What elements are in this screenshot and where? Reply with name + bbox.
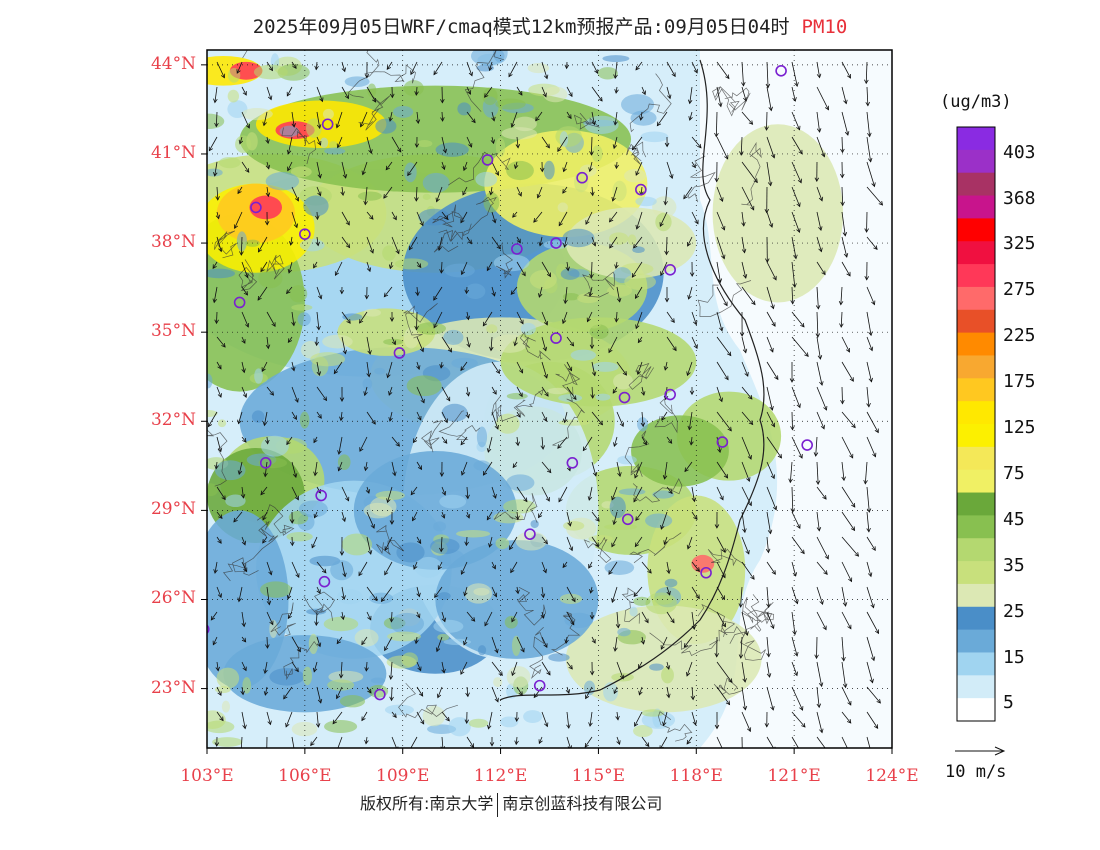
station-marker-icon: [250, 201, 262, 214]
lon-tick-label: 109°E: [376, 766, 430, 786]
lon-tick-label: 106°E: [278, 766, 332, 786]
station-marker-icon: [621, 513, 634, 526]
colorbar-swatch: [957, 401, 995, 425]
colorbar-swatch: [957, 538, 995, 562]
colorbar-swatch: [957, 286, 995, 311]
map-frame: [206, 49, 893, 749]
lat-tick-label: 35°N: [150, 321, 196, 342]
colorbar-swatch: [957, 561, 995, 585]
pm10-field: [207, 50, 892, 748]
colorbar-swatch: [957, 492, 995, 516]
copyright-footer: 版权所有:南京大学 南京创蓝科技有限公司: [360, 790, 662, 817]
station-marker-icon: [233, 296, 246, 309]
station-marker-icon: [635, 183, 647, 196]
station-marker-icon: [207, 624, 210, 634]
colorbar-swatch: [957, 332, 995, 356]
station-marker-icon: [550, 332, 562, 344]
colorbar-swatch: [957, 698, 995, 722]
colorbar-tick-label: 368: [1003, 188, 1036, 209]
vector-reference-label: 10 m/s: [945, 762, 1007, 782]
lat-tick-label: 23°N: [150, 677, 196, 698]
colorbar-swatch: [957, 127, 995, 151]
colorbar-tick-label: 403: [1003, 142, 1036, 163]
station-marker-icon: [321, 118, 334, 131]
colorbar-swatch: [957, 309, 995, 334]
colorbar-tick-label: 15: [1003, 647, 1025, 668]
colorbar-swatch: [957, 172, 995, 197]
lon-tick-label: 124°E: [865, 766, 919, 786]
station-marker-icon: [299, 228, 311, 240]
colorbar-swatch: [957, 446, 995, 471]
lon-tick-label: 118°E: [669, 766, 723, 786]
colorbar-swatch: [957, 469, 995, 494]
lat-tick-label: 38°N: [150, 232, 196, 253]
station-marker-icon: [259, 457, 272, 469]
colorbar-swatch: [957, 515, 995, 539]
station-marker-icon: [550, 237, 562, 249]
colorbar-tick-label: 275: [1003, 279, 1036, 300]
station-marker-icon: [318, 575, 331, 588]
lon-tick-label: 115°E: [571, 766, 626, 786]
station-marker-icon: [700, 566, 712, 579]
colorbar-swatch: [957, 583, 995, 608]
colorbar-tick-label: 225: [1003, 325, 1036, 346]
colorbar-tick-label: 325: [1003, 233, 1036, 254]
colorbar-swatch: [957, 195, 995, 219]
map-title: 2025年09月05日WRF/cmaq模式12km预报产品:09月05日04时 P…: [0, 12, 1100, 39]
colorbar-swatch: [957, 241, 995, 265]
lat-tick-label: 26°N: [150, 588, 196, 609]
colorbar-swatch: [957, 424, 995, 448]
station-marker-icon: [664, 263, 676, 276]
colorbar-swatch: [957, 675, 995, 699]
colorbar-tick-label: 25: [1003, 601, 1025, 622]
station-marker-icon: [566, 457, 579, 469]
station-marker-icon: [481, 154, 494, 166]
colorbar-tick-label: 175: [1003, 371, 1036, 392]
colorbar-swatch: [957, 264, 995, 288]
lat-tick-label: 32°N: [150, 410, 196, 431]
colorbar-tick-label: 125: [1003, 417, 1036, 438]
colorbar-swatch: [957, 218, 995, 242]
title-variable: PM10: [801, 16, 848, 38]
lon-tick-label: 121°E: [767, 766, 821, 786]
colorbar-tick-label: 75: [1003, 463, 1025, 484]
footer-company: 南京创蓝科技有限公司: [502, 794, 663, 813]
lon-tick-label: 112°E: [473, 766, 528, 786]
colorbar-tick-label: 5: [1003, 692, 1014, 713]
colorbar-swatch: [957, 652, 995, 676]
colorbar-swatch: [957, 629, 995, 653]
colorbar-unit: (ug/m3): [940, 92, 1012, 112]
title-main: 2025年09月05日WRF/cmaq模式12km预报产品:09月05日04时: [252, 16, 790, 38]
station-marker-icon: [374, 688, 386, 701]
station-marker-icon: [511, 243, 523, 255]
lat-tick-label: 29°N: [150, 499, 196, 520]
station-marker-icon: [315, 489, 327, 502]
lat-tick-label: 44°N: [150, 53, 196, 74]
colorbar-tick-label: 35: [1003, 555, 1025, 576]
lon-tick-label: 103°E: [180, 766, 234, 786]
footer-rights: 版权所有:南京大学: [360, 794, 494, 813]
station-marker-icon: [524, 528, 536, 540]
station-marker-icon: [801, 439, 813, 451]
station-marker-icon: [716, 436, 729, 448]
colorbar-frame: [956, 126, 996, 722]
station-marker-icon: [618, 391, 631, 404]
colorbar-swatch: [957, 149, 995, 174]
lat-tick-label: 41°N: [150, 142, 196, 163]
station-marker-icon: [576, 171, 588, 184]
colorbar-swatch: [957, 378, 995, 402]
station-marker-icon: [393, 347, 406, 359]
colorbar-swatch: [957, 606, 995, 631]
station-marker-icon: [533, 679, 546, 692]
station-marker-icon: [664, 388, 676, 401]
colorbar-tick-label: 45: [1003, 509, 1025, 530]
colorbar-swatch: [957, 355, 995, 379]
station-marker-icon: [775, 64, 787, 77]
